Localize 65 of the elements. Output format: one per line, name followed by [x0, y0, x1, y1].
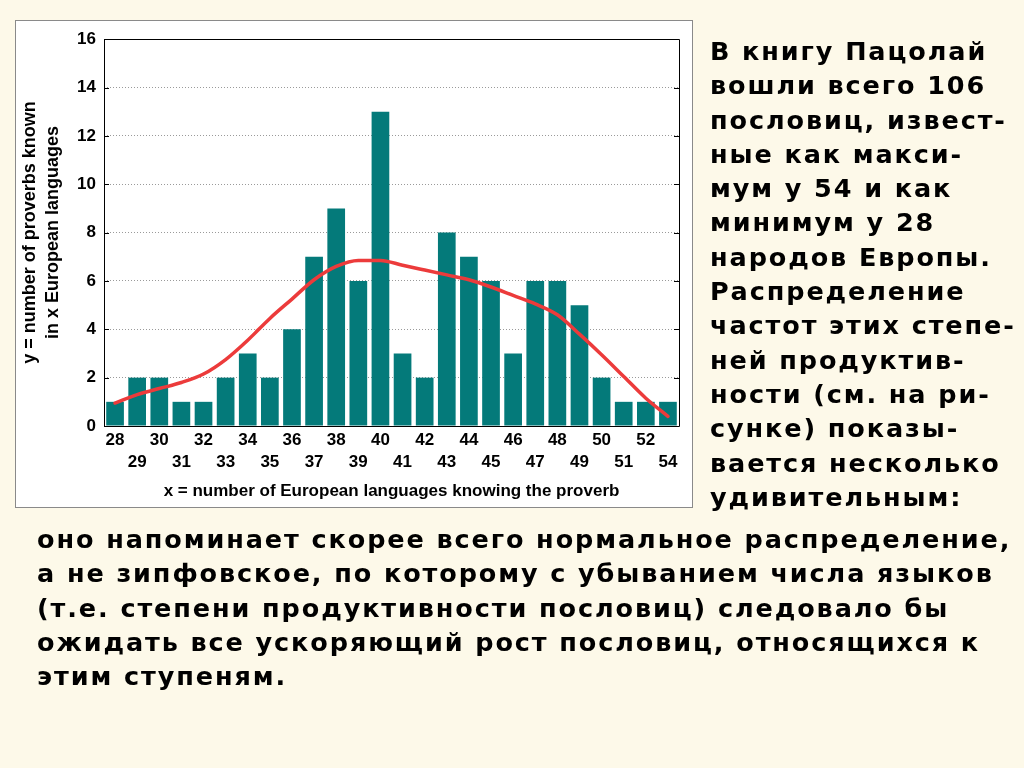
x-tick-label: 44	[459, 429, 479, 449]
bar	[128, 377, 147, 426]
bar	[172, 401, 191, 426]
x-tick-label: 31	[171, 451, 191, 471]
x-tick-label: 29	[127, 451, 147, 471]
y-tick-label: 2	[86, 367, 96, 387]
bar	[106, 401, 124, 426]
x-tick-label: 51	[614, 451, 634, 471]
bar	[305, 256, 323, 426]
bar	[482, 280, 500, 426]
y-tick-label: 16	[77, 28, 96, 48]
bar	[415, 377, 434, 426]
x-tick-label: 50	[592, 429, 612, 449]
bar	[437, 232, 456, 426]
x-tick-label: 34	[238, 429, 258, 449]
bar	[614, 401, 633, 426]
x-tick-label: 43	[437, 451, 457, 471]
y-tick-label: 10	[77, 173, 96, 193]
x-tick-label: 39	[348, 451, 368, 471]
x-tick-label: 40	[370, 429, 390, 449]
x-tick-label: 38	[326, 429, 346, 449]
bar	[194, 401, 213, 426]
x-tick-label: 36	[282, 429, 302, 449]
bar	[349, 280, 368, 426]
x-tick-label: 54	[658, 451, 678, 471]
bar	[261, 377, 279, 426]
bar	[548, 280, 567, 426]
y-tick-label: 12	[77, 125, 96, 145]
x-tick-label: 33	[216, 451, 236, 471]
bar	[526, 280, 545, 426]
x-tick-label: 46	[503, 429, 523, 449]
bar	[636, 401, 655, 426]
x-tick-label: 42	[415, 429, 435, 449]
x-tick-label: 45	[481, 451, 501, 471]
bar	[216, 377, 235, 426]
x-tick-label: 32	[194, 429, 213, 449]
y-tick-label: 8	[86, 222, 96, 242]
x-tick-label: 30	[149, 429, 169, 449]
bar	[150, 377, 169, 426]
x-tick-label: 49	[570, 451, 589, 471]
bar	[238, 353, 257, 426]
bar	[570, 305, 589, 426]
y-tick-label: 0	[86, 415, 96, 435]
bar	[504, 353, 522, 426]
x-tick-label: 41	[393, 451, 413, 471]
x-tick-label: 35	[260, 451, 280, 471]
bar	[327, 208, 346, 426]
text: В книгу Пацолай вошли всего 106 пословиц, извест- ные как макси- мум у 54 и как минимум у 28 народов Европы. Распределение частот этих степе- ней продуктив- ности (см. на ри- сунке) показы- вается несколько удивительным:	[710, 36, 1016, 512]
bar	[592, 377, 611, 426]
bar	[371, 111, 390, 426]
x-tick-label: 37	[304, 451, 324, 471]
x-tick-label: 52	[636, 429, 656, 449]
y-axis-title: y = number of proverbs known in x European languages	[18, 101, 63, 364]
text: оно напоминает скорее всего нормальное распределение, а не зипфовское, по которому с убыванием числа языков (т.е. степени продуктивности пословиц) следовало бы ожидать все ускоряющий рост пословиц, относящихся к этим ступеням.	[37, 523, 1012, 694]
bar	[393, 353, 412, 426]
x-tick-label: 48	[547, 429, 567, 449]
x-tick-label: 28	[105, 429, 125, 449]
bar	[460, 256, 478, 426]
x-tick-label: 47	[525, 451, 545, 471]
x-axis-title: x = number of European languages knowing the proverb	[163, 481, 620, 501]
y-tick-label: 6	[86, 270, 96, 290]
bar	[283, 329, 301, 426]
y-tick-label: 4	[86, 318, 97, 338]
line-series	[113, 258, 670, 419]
y-tick-label: 14	[77, 77, 97, 97]
